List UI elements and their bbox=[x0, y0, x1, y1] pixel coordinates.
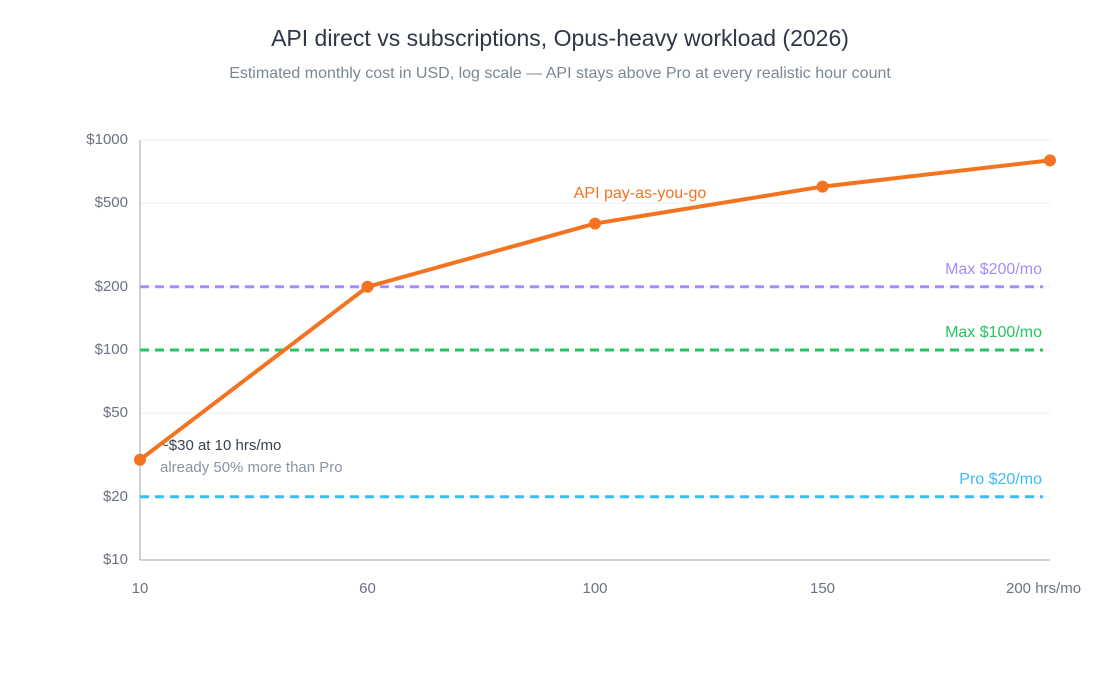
y-tick-label: $100 bbox=[95, 341, 128, 358]
data-point bbox=[134, 453, 146, 466]
data-point bbox=[361, 280, 374, 293]
x-tick-label: 150 bbox=[810, 580, 835, 597]
y-tick-label: $20 bbox=[103, 488, 128, 505]
data-point bbox=[1044, 154, 1056, 167]
x-tick-label: 100 bbox=[582, 580, 607, 597]
chart-subtitle: Estimated monthly cost in USD, log scale… bbox=[229, 65, 891, 82]
chart-title: API direct vs subscriptions, Opus-heavy … bbox=[271, 25, 849, 51]
y-tick-label: $50 bbox=[103, 404, 128, 421]
data-point bbox=[589, 217, 601, 230]
y-tick-label: $500 bbox=[95, 194, 128, 211]
data-point bbox=[816, 180, 829, 193]
reference-label: Max $100/mo bbox=[945, 324, 1042, 341]
x-tick-label: 200 hrs/mo bbox=[1006, 580, 1081, 597]
series-label: API pay-as-you-go bbox=[574, 185, 707, 202]
x-tick-label: 10 bbox=[132, 580, 149, 597]
reference-label: Max $200/mo bbox=[945, 261, 1042, 278]
series-line bbox=[138, 158, 1051, 462]
reference-label: Pro $20/mo bbox=[959, 471, 1042, 488]
y-tick-label: $1000 bbox=[86, 131, 128, 148]
x-tick-label: 60 bbox=[359, 580, 376, 597]
annotation: already 50% more than Pro bbox=[160, 459, 343, 476]
y-tick-label: $10 bbox=[103, 551, 128, 568]
y-tick-label: $200 bbox=[95, 278, 128, 295]
annotation: ~$30 at 10 hrs/mo bbox=[160, 437, 281, 454]
